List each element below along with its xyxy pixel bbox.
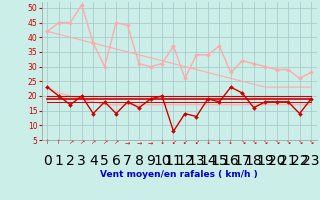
X-axis label: Vent moyen/en rafales ( km/h ): Vent moyen/en rafales ( km/h ) (100, 170, 258, 179)
